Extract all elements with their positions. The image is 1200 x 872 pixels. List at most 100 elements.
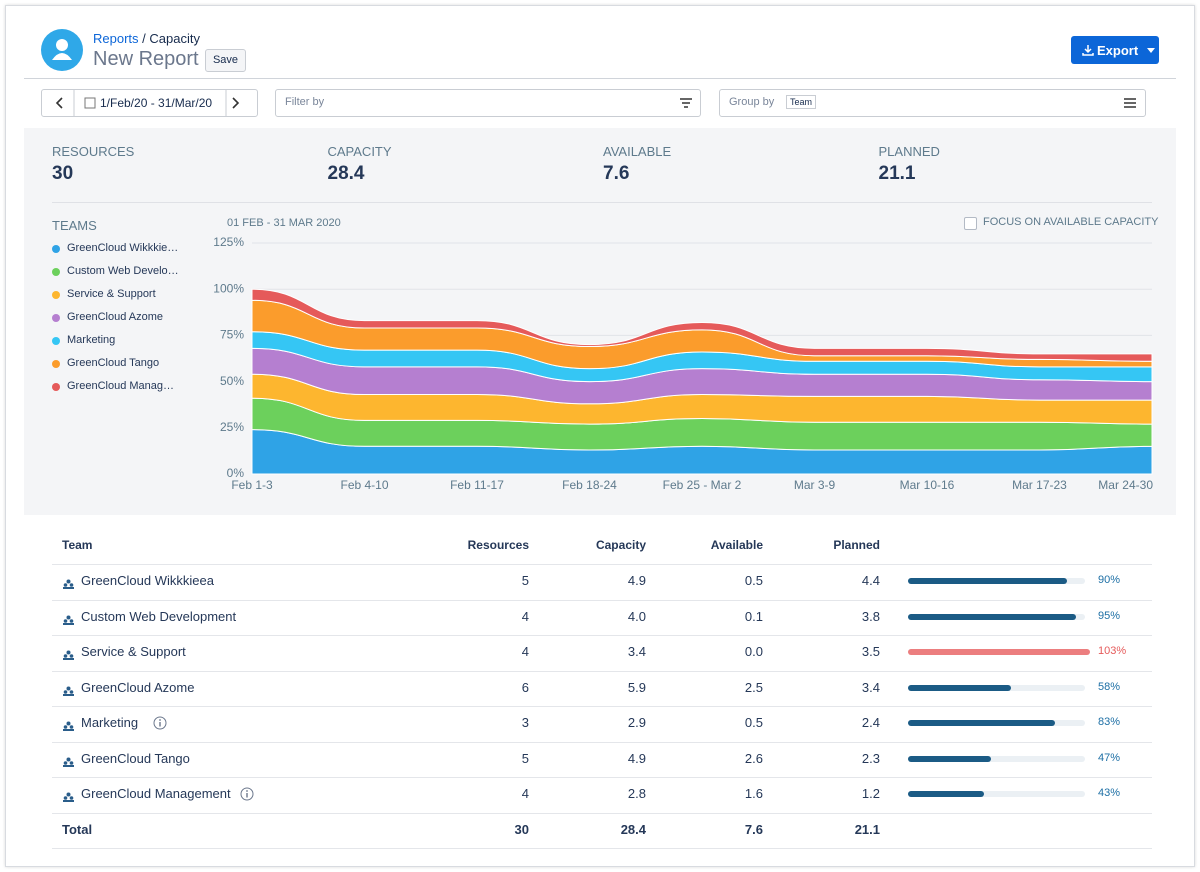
group-by-tag: Team (786, 95, 817, 109)
progress-label: 58% (1098, 680, 1121, 693)
table-cell: 1.2 (861, 786, 880, 801)
table-cell: 3.4 (861, 679, 880, 695)
table-cell: 1.6 (744, 786, 763, 801)
progress-bar (908, 720, 1055, 726)
team-icon (63, 683, 74, 701)
date-range[interactable]: 1/Feb/20 - 31/Mar/20 (100, 96, 213, 110)
export-button[interactable]: Export (1071, 36, 1159, 64)
x-tick-label: Feb 4-10 (340, 478, 388, 492)
table-cell: 0.5 (744, 573, 763, 588)
y-tick-label: 75% (220, 328, 244, 342)
progress-label: 95% (1098, 609, 1121, 622)
table-cell: 4 (521, 608, 529, 624)
chart: 01 FEB - 31 MAR 2020 0% 25% 50% 75% 100% 125%… (213, 217, 1153, 492)
window-frame (5, 5, 1195, 867)
table-cell: 3.4 (627, 644, 646, 659)
table-cell: 2.8 (627, 786, 646, 801)
progress-track (908, 791, 1085, 797)
avatar (41, 29, 83, 71)
team-icon (63, 754, 74, 772)
row-divider (52, 706, 1152, 707)
table-header: Team (62, 538, 93, 552)
download-icon (1082, 45, 1094, 56)
header-divider (24, 78, 1176, 79)
table-cell: 4 (521, 786, 529, 801)
export-label: Export (1097, 43, 1139, 58)
team-icon (63, 789, 74, 807)
progress-bar (908, 755, 992, 762)
table-cell: 4.4 (861, 573, 880, 588)
progress-bar (908, 791, 985, 797)
table-header: Resources (467, 538, 529, 552)
x-tick-label: Mar 24-30 (1098, 478, 1153, 492)
table-cell: Service & Support (81, 644, 186, 659)
info-icon[interactable] (240, 787, 254, 806)
report-title: New Report (93, 48, 199, 70)
table-cell: 3.8 (861, 608, 880, 624)
filter-input[interactable]: Filter by (275, 89, 701, 117)
y-tick-label: 100% (213, 281, 244, 295)
group-by[interactable]: Group by Team (719, 89, 1146, 117)
legend-dot (52, 245, 60, 253)
caret (1147, 48, 1155, 53)
table-cell: 30 (514, 821, 529, 837)
table-header: Capacity (595, 538, 646, 552)
legend-dot (52, 337, 60, 345)
legend-dot (52, 291, 60, 299)
filter-placeholder: Filter by (285, 96, 325, 108)
y-tick-label: 125% (213, 235, 244, 249)
table-cell: 4.9 (627, 573, 646, 588)
x-tick-label: Feb 25 - Mar 2 (663, 478, 742, 492)
focus-checkbox[interactable] (964, 217, 977, 230)
breadcrumb-link[interactable]: Reports (93, 31, 139, 46)
progress-label: 103% (1098, 645, 1127, 657)
table-cell: GreenCloud Wikkkieea (81, 573, 214, 588)
progress-label: 47% (1098, 751, 1121, 764)
progress-bar (908, 684, 1011, 691)
legend-dot (52, 360, 60, 368)
legend-dot (52, 383, 60, 391)
table-cell: Marketing (81, 715, 139, 730)
x-tick-label: Mar 17-23 (1012, 478, 1067, 492)
table-cell: 5 (521, 750, 529, 766)
save-button[interactable]: Save (205, 49, 246, 72)
x-tick-label: Mar 3-9 (794, 478, 836, 492)
progress-bar (908, 578, 1068, 584)
area (251, 288, 1153, 362)
info-icon[interactable] (153, 716, 167, 735)
breadcrumb: Reports / Capacity (93, 31, 200, 46)
x-tick-label: Mar 10-16 (900, 478, 955, 492)
table-cell: 2.6 (744, 750, 763, 766)
summary-value: 7.6 (603, 163, 630, 184)
x-tick-label: Feb 11-17 (450, 478, 504, 492)
table-cell: 3 (521, 715, 529, 730)
team-icon (63, 647, 74, 665)
summary-label: AVAILABLE (603, 144, 672, 159)
legend-title: TEAMS (52, 218, 97, 233)
focus-checkbox-label: FOCUS ON AVAILABLE CAPACITY (983, 216, 1159, 228)
row-divider (52, 741, 1152, 743)
table-cell: 0.0 (744, 644, 763, 659)
summary-label: CAPACITY (327, 144, 392, 159)
table-cell: GreenCloud Management (81, 786, 231, 801)
date-picker: 1/Feb/20 - 31/Mar/20 (41, 89, 258, 117)
legend-dot (52, 268, 60, 276)
row-divider (52, 670, 1152, 672)
row-divider (52, 812, 1152, 814)
summary-label: RESOURCES (52, 144, 135, 159)
table-header: Planned (833, 538, 880, 552)
chart-subtitle: 01 FEB - 31 MAR 2020 (227, 217, 341, 229)
table-cell: 2.5 (744, 679, 763, 695)
table-cell: 5 (521, 573, 529, 588)
filter-icon (680, 98, 692, 108)
table-header: Available (710, 538, 763, 552)
progress-bar (908, 613, 1077, 620)
table-cell: Total (62, 821, 93, 837)
row-divider (52, 564, 1152, 565)
team-icon (63, 612, 74, 630)
y-tick-label: 0% (227, 466, 245, 480)
table-cell: 21.1 (854, 821, 880, 837)
x-tick-label: Feb 1-3 (231, 478, 273, 492)
progress-label: 43% (1098, 787, 1121, 799)
